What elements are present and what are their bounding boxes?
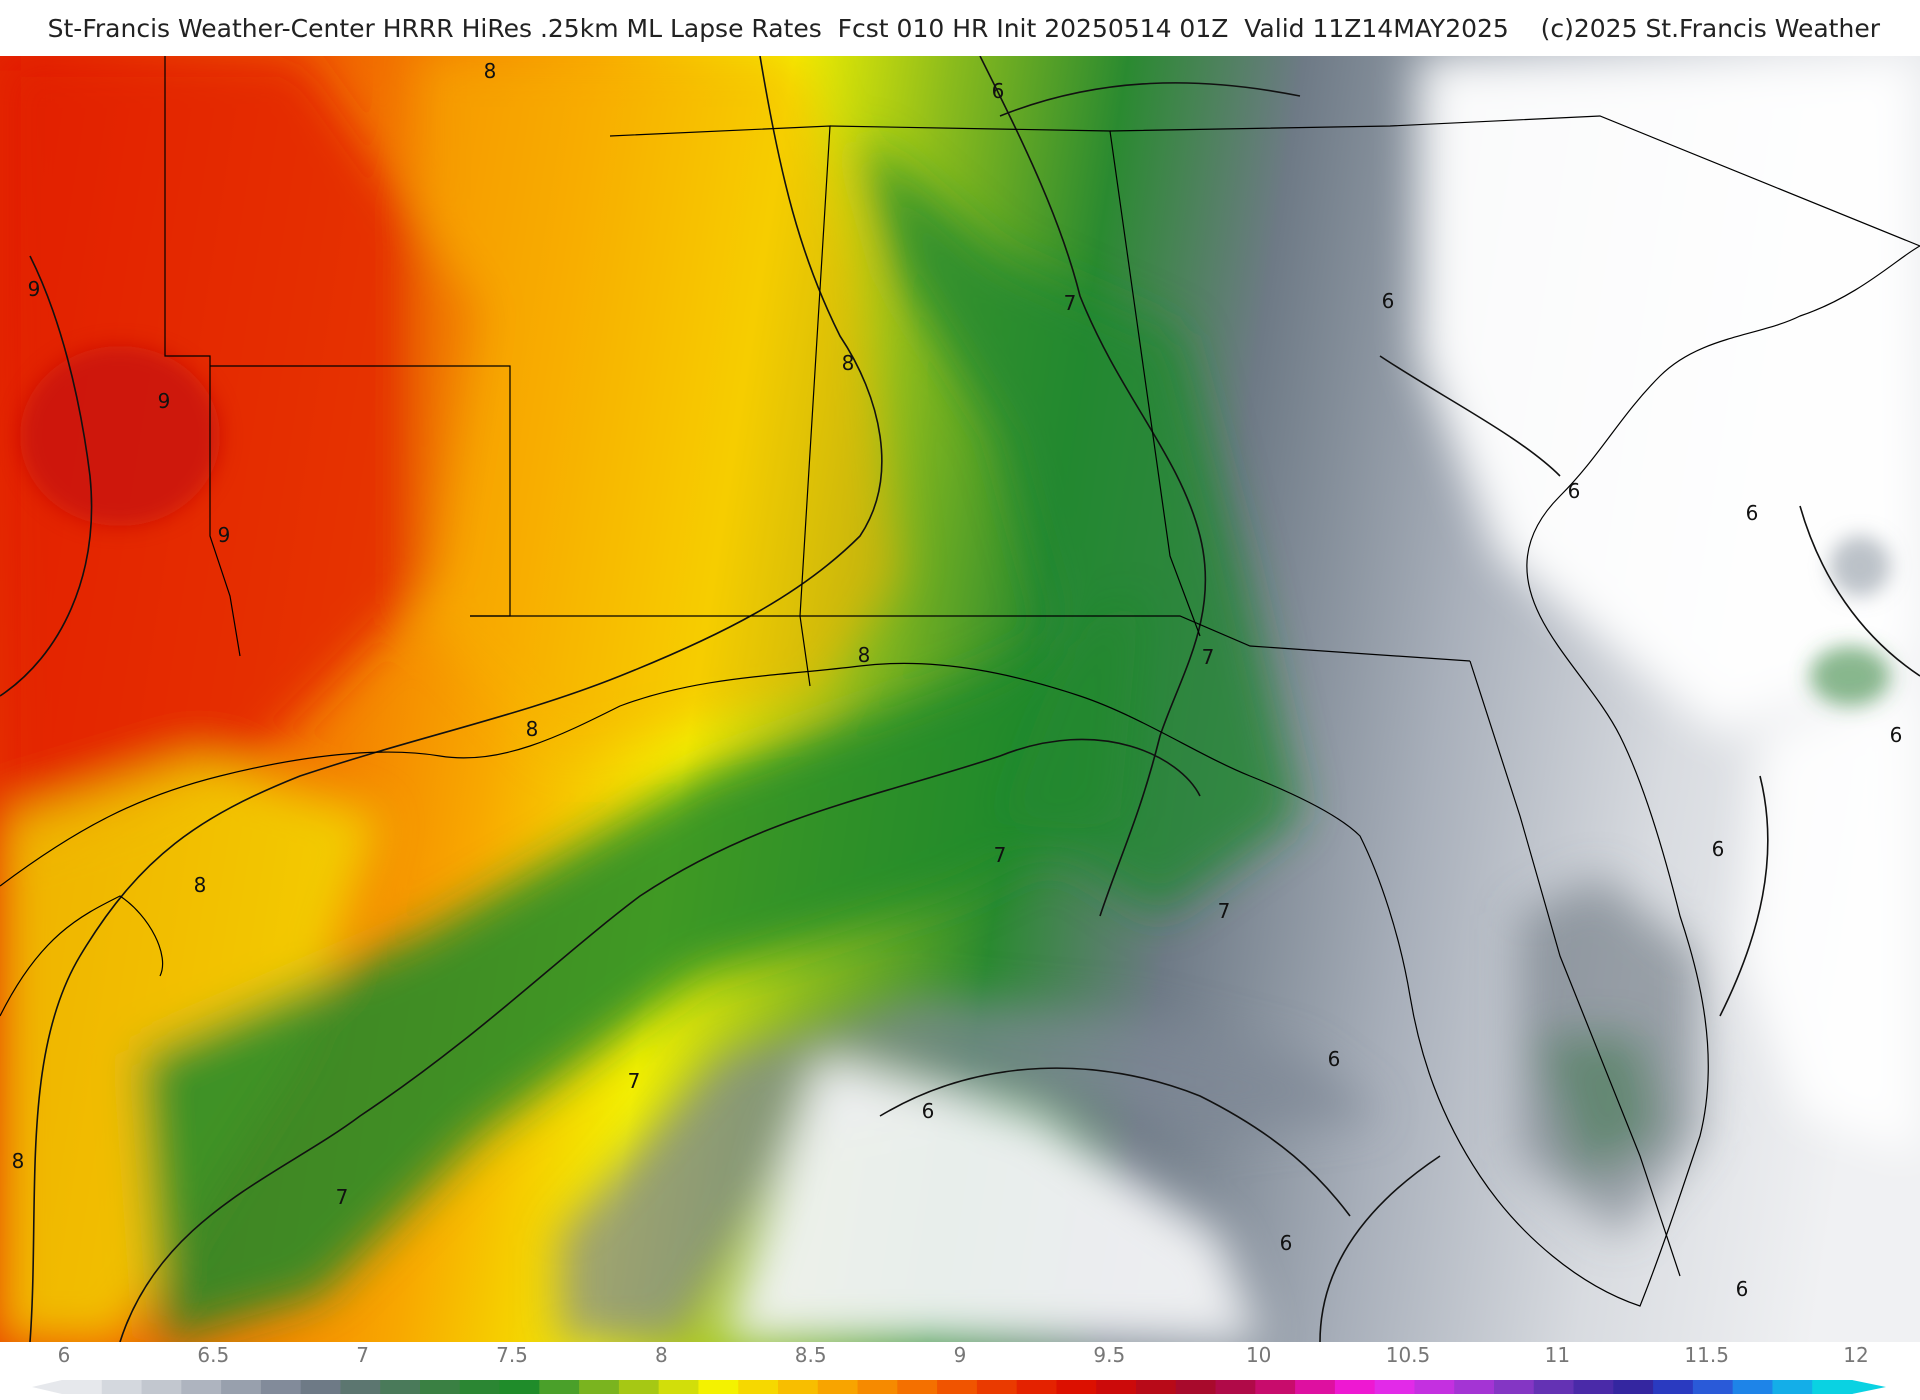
contour-label: 6 [992,79,1005,103]
lapse-rate-map: 8 6 9 9 9 7 8 6 6 6 8 8 7 6 8 7 7 7 6 6 … [0,56,1920,1342]
gulf-coastline [0,245,1920,1307]
contour-label: 8 [842,351,855,375]
legend-tick-label: 8 [655,1343,668,1367]
legend-tick-label: 11 [1545,1343,1570,1367]
legend-color-swatch [62,1380,103,1394]
contour-label: 6 [922,1099,935,1123]
legend-color-swatch [897,1380,938,1394]
contour-label: 6 [1890,723,1903,747]
color-scale-legend: 6 6.5 7 7.5 8 8.5 9 9.5 10 10.5 11 11.5 12 [32,1343,1886,1394]
legend-color-swatch [857,1380,898,1394]
contour-label: 7 [336,1185,349,1209]
legend-color-swatch [221,1380,262,1394]
legend-tick-label: 7 [356,1343,369,1367]
legend-color-swatch [1573,1380,1614,1394]
legend-color-swatch [1374,1380,1416,1394]
legend-color-swatch [101,1380,143,1394]
legend-tick-label: 9 [954,1343,967,1367]
legend-tick-label: 10 [1246,1343,1271,1367]
legend-color-swatch [1692,1380,1734,1394]
contour-label: 6 [1280,1231,1293,1255]
legend-tick-label: 9.5 [1093,1343,1125,1367]
contour-label: 8 [12,1149,25,1173]
legend-color-swatch [817,1380,859,1394]
legend-color-swatch [141,1380,182,1394]
legend-color-swatch [539,1380,580,1394]
legend-tick-label: 12 [1843,1343,1868,1367]
legend-color-swatch [658,1380,700,1394]
legend-color-swatch [778,1380,819,1394]
legend-color-swatch [1533,1380,1575,1394]
legend-color-swatch [1334,1380,1376,1394]
legend-color-swatch [1812,1380,1853,1394]
legend-tick-label: 8.5 [795,1343,827,1367]
legend-low-arrow [32,1380,62,1394]
contour-label: 9 [218,523,231,547]
contour-label: 7 [994,843,1007,867]
contour-label: 8 [484,59,497,83]
legend-tick-label: 10.5 [1386,1343,1431,1367]
contour-label: 6 [1328,1047,1341,1071]
legend-color-swatch [1016,1380,1058,1394]
legend-color-swatch [1215,1380,1256,1394]
legend-color-swatch [1136,1380,1177,1394]
legend-color-swatch [1295,1380,1336,1394]
legend-color-swatch [698,1380,739,1394]
legend-color-swatch [380,1380,421,1394]
field-overlays [0,56,1920,1342]
legend-color-swatch [738,1380,779,1394]
contour-label: 8 [858,643,871,667]
contour-value-labels: 8 6 9 9 9 7 8 6 6 6 8 8 7 6 8 7 7 7 6 6 … [12,59,1903,1301]
legend-color-swatch [459,1380,501,1394]
contour-lines [0,56,1920,1342]
contour-label: 9 [158,389,171,413]
legend-color-swatch [579,1380,620,1394]
legend-tick-label: 11.5 [1684,1343,1729,1367]
legend-color-swatch [1772,1380,1813,1394]
boundaries [0,56,1920,1307]
legend-color-swatch [1732,1380,1774,1394]
legend-color-swatch [499,1380,540,1394]
legend-color-swatch [1096,1380,1137,1394]
legend-color-swatch [1653,1380,1694,1394]
legend-color-swatch [1414,1380,1455,1394]
legend-tick-label: 6.5 [197,1343,229,1367]
contour-label: 8 [194,873,207,897]
legend-color-swatch [937,1380,978,1394]
contour-label: 7 [628,1069,641,1093]
legend-color-swatch [260,1380,302,1394]
contour-label: 6 [1568,479,1581,503]
contour-label: 9 [28,277,41,301]
legend-color-swatch [420,1380,461,1394]
legend-tick-labels: 6 6.5 7 7.5 8 8.5 9 9.5 10 10.5 11 11.5 12 [58,1343,1869,1367]
map-title: St-Francis Weather-Center HRRR HiRes .25… [47,13,1880,43]
legend-tick-label: 6 [58,1343,71,1367]
legend-color-swatch [181,1380,222,1394]
contour-label: 6 [1382,289,1395,313]
contour-label: 6 [1712,837,1725,861]
legend-color-bar [32,1380,1886,1394]
legend-color-swatch [1255,1380,1296,1394]
contour-label: 7 [1202,645,1215,669]
contour-label: 7 [1064,291,1077,315]
legend-color-swatch [976,1380,1018,1394]
legend-high-arrow [1852,1380,1886,1394]
contour-label: 6 [1736,1277,1749,1301]
legend-color-swatch [1613,1380,1654,1394]
state-lines [164,56,241,657]
legend-color-swatch [1175,1380,1217,1394]
field-hotspots [20,346,1890,706]
legend-color-swatch [1454,1380,1495,1394]
legend-color-swatch [340,1380,381,1394]
contour-label: 6 [1746,501,1759,525]
legend-color-swatch [618,1380,660,1394]
contour-label: 7 [1218,899,1231,923]
legend-color-swatch [1494,1380,1535,1394]
legend-color-swatch [300,1380,342,1394]
legend-tick-label: 7.5 [496,1343,528,1367]
contour-label: 8 [526,717,539,741]
legend-color-swatch [1056,1380,1097,1394]
